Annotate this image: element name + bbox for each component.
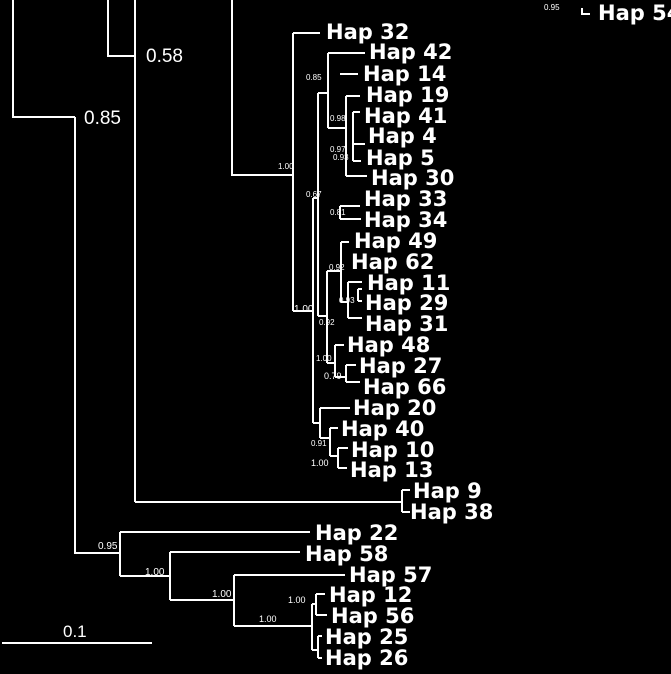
tree-branches <box>12 0 590 659</box>
taxon-label: Hap 5 <box>366 146 435 170</box>
branch <box>345 95 367 177</box>
branch <box>292 32 320 312</box>
taxon-label: Hap 40 <box>341 417 424 441</box>
taxon-label: Hap 34 <box>364 208 447 232</box>
branch <box>74 117 120 554</box>
scale-bar-label: 0.1 <box>63 622 87 641</box>
support-value: 0.97 <box>330 145 346 154</box>
taxon-label: Hap 29 <box>365 291 448 315</box>
taxon-label: Hap 32 <box>326 20 409 44</box>
taxon-label: Hap 38 <box>410 500 493 524</box>
support-value: 0.85 <box>306 73 322 82</box>
support-value: 0.79 <box>324 371 342 381</box>
branch <box>12 0 75 118</box>
taxon-label: Hap 20 <box>353 396 436 420</box>
taxon-label: Hap 48 <box>347 333 430 357</box>
support-value: 0.98 <box>330 114 346 123</box>
support-value: 1.00 <box>278 162 294 171</box>
branch <box>119 531 310 577</box>
branch <box>339 205 361 220</box>
branch <box>337 447 348 469</box>
taxon-label: Hap 57 <box>349 563 432 587</box>
branch <box>347 281 362 319</box>
taxon-label: Hap 19 <box>366 83 449 107</box>
branch <box>352 143 365 162</box>
support-value: 1.00 <box>311 458 329 468</box>
support-value: 1.00 <box>316 354 332 363</box>
taxon-label: Hap 14 <box>363 62 446 86</box>
taxon-label: Hap 33 <box>364 187 447 211</box>
support-value: 1.00 <box>259 614 277 624</box>
taxon-label: Hap 27 <box>359 354 442 378</box>
support-value: 1.00 <box>145 567 165 578</box>
taxon-label: Hap 41 <box>364 104 447 128</box>
taxon-label: Hap 25 <box>325 625 408 649</box>
branch <box>231 0 293 176</box>
taxon-label: Hap 12 <box>329 583 412 607</box>
taxon-label: Hap 26 <box>325 646 408 670</box>
support-value: 0.81 <box>330 208 346 217</box>
support-value: 1.00 <box>294 304 314 315</box>
taxon-label: Hap 62 <box>351 250 434 274</box>
taxon-label: Hap 31 <box>365 312 448 336</box>
branch <box>334 344 346 378</box>
taxon-label: Hap 10 <box>351 438 434 462</box>
taxon-label: Hap 4 <box>368 124 437 148</box>
branch <box>319 407 350 439</box>
branch <box>327 52 365 129</box>
branch <box>329 427 338 457</box>
support-value: 0.92 <box>319 318 335 327</box>
branch <box>107 0 135 57</box>
support-value: 0.67 <box>306 190 322 199</box>
taxon-label: Hap 22 <box>315 521 398 545</box>
branch <box>317 92 328 317</box>
branch <box>326 270 341 364</box>
taxon-label: Hap 30 <box>371 166 454 190</box>
taxon-label: Hap 54 <box>598 1 671 25</box>
support-value: 0.85 <box>84 108 121 129</box>
support-value: 1.00 <box>288 595 306 605</box>
support-value: 0.58 <box>146 46 183 67</box>
branch <box>315 593 327 616</box>
branch <box>169 551 300 601</box>
support-values: 0.95 0.58 0.85 0.85 0.98 1.00 0.97 0.67 … <box>84 3 560 624</box>
branch <box>135 489 410 513</box>
support-value: 0.95 <box>544 3 560 12</box>
taxon-label: Hap 66 <box>363 375 446 399</box>
branch <box>581 8 590 15</box>
taxon-label: Hap 9 <box>413 479 482 503</box>
taxon-label: Hap 49 <box>354 229 437 253</box>
branch <box>233 574 345 627</box>
support-value: 0.92 <box>329 263 345 272</box>
support-value: 0.95 <box>98 541 118 552</box>
support-value: 0.93 <box>339 296 355 305</box>
taxon-label: Hap 42 <box>369 40 452 64</box>
taxon-label: Hap 58 <box>305 542 388 566</box>
support-value: 0.91 <box>311 439 327 448</box>
support-value: 1.00 <box>212 589 232 600</box>
branch <box>340 241 349 303</box>
branch <box>312 635 322 659</box>
scale-bar: 0.1 <box>2 622 152 644</box>
taxon-label: Hap 11 <box>367 271 450 295</box>
branch <box>352 111 360 144</box>
taxon-labels: Hap 54 Hap 32 Hap 42 Hap 14 Hap 19 Hap 4… <box>305 1 671 670</box>
taxon-label: Hap 56 <box>331 604 414 628</box>
branch <box>345 364 360 383</box>
branch <box>357 288 362 302</box>
support-value: 0.93 <box>333 153 349 162</box>
taxon-label: Hap 13 <box>350 458 433 482</box>
